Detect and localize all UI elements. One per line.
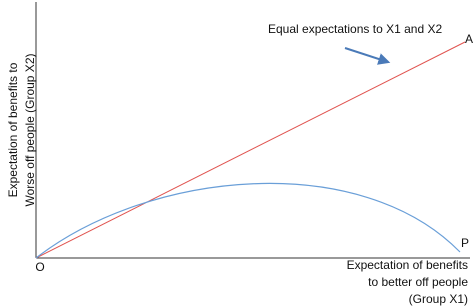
curve — [35, 182, 461, 259]
point-label: A — [465, 32, 473, 46]
x-label-line: Expectation of benefits — [347, 258, 468, 272]
annotation: Equal expectations to X1 and X2 — [268, 22, 442, 36]
y-label-line: Expectation of benefits to — [6, 62, 20, 197]
point-label: P — [461, 236, 469, 250]
point-label: O — [35, 260, 44, 274]
y-label-line: Worse off people (Group X2) — [23, 54, 37, 207]
equal-line — [35, 41, 466, 259]
x-label-line: (Group X1) — [409, 292, 468, 306]
arrow — [344, 47, 391, 65]
y-axis-label: Expectation of benefits to Worse off peo… — [6, 54, 37, 207]
x-label-line: to better off people — [368, 275, 468, 289]
